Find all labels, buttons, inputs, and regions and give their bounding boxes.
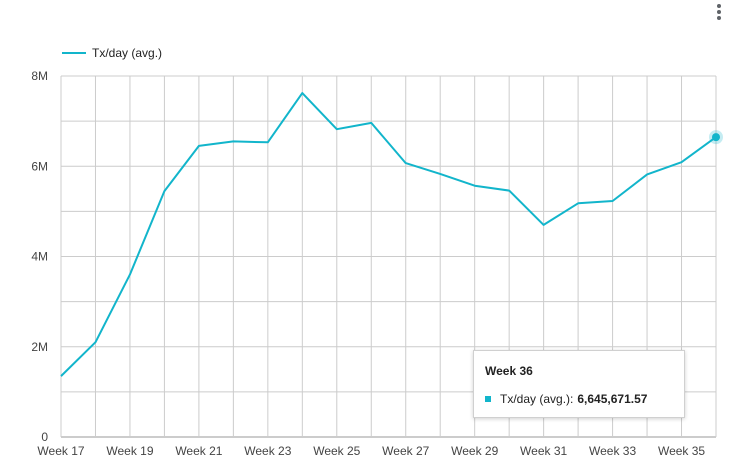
x-tick-label: Week 21: [175, 444, 222, 458]
legend-swatch: [62, 52, 86, 54]
more-vert-icon: [712, 2, 726, 20]
x-tick-label: Week 35: [658, 444, 705, 458]
y-tick-label: 6M: [31, 159, 48, 173]
x-tick-label: Week 17: [37, 444, 84, 458]
legend-label: Tx/day (avg.): [92, 46, 163, 60]
tooltip-series-marker: [485, 396, 491, 402]
tooltip: Week 36 Tx/day (avg.): 6,645,671.57: [473, 350, 685, 418]
tooltip-title: Week 36: [485, 364, 533, 378]
x-tick-label: Week 27: [382, 444, 429, 458]
x-tick-label: Week 19: [106, 444, 153, 458]
tooltip-series-label: Tx/day (avg.):: [500, 392, 574, 406]
x-tick-label: Week 25: [313, 444, 360, 458]
x-tick-label: Week 33: [589, 444, 636, 458]
tooltip-value: 6,645,671.57: [577, 392, 648, 406]
y-tick-label: 2M: [31, 340, 48, 354]
tooltip-row: Tx/day (avg.): 6,645,671.57: [485, 392, 647, 406]
more-options-button[interactable]: [712, 2, 726, 20]
hover-point: [712, 133, 720, 142]
y-tick-label: 8M: [31, 69, 48, 83]
x-tick-label: Week 31: [520, 444, 567, 458]
y-tick-label: 0: [41, 430, 48, 444]
series-line: [60, 92, 717, 377]
x-tick-label: Week 23: [244, 444, 291, 458]
y-tick-label: 4M: [31, 250, 48, 264]
x-tick-label: Week 29: [451, 444, 498, 458]
legend[interactable]: Tx/day (avg.): [62, 45, 162, 61]
